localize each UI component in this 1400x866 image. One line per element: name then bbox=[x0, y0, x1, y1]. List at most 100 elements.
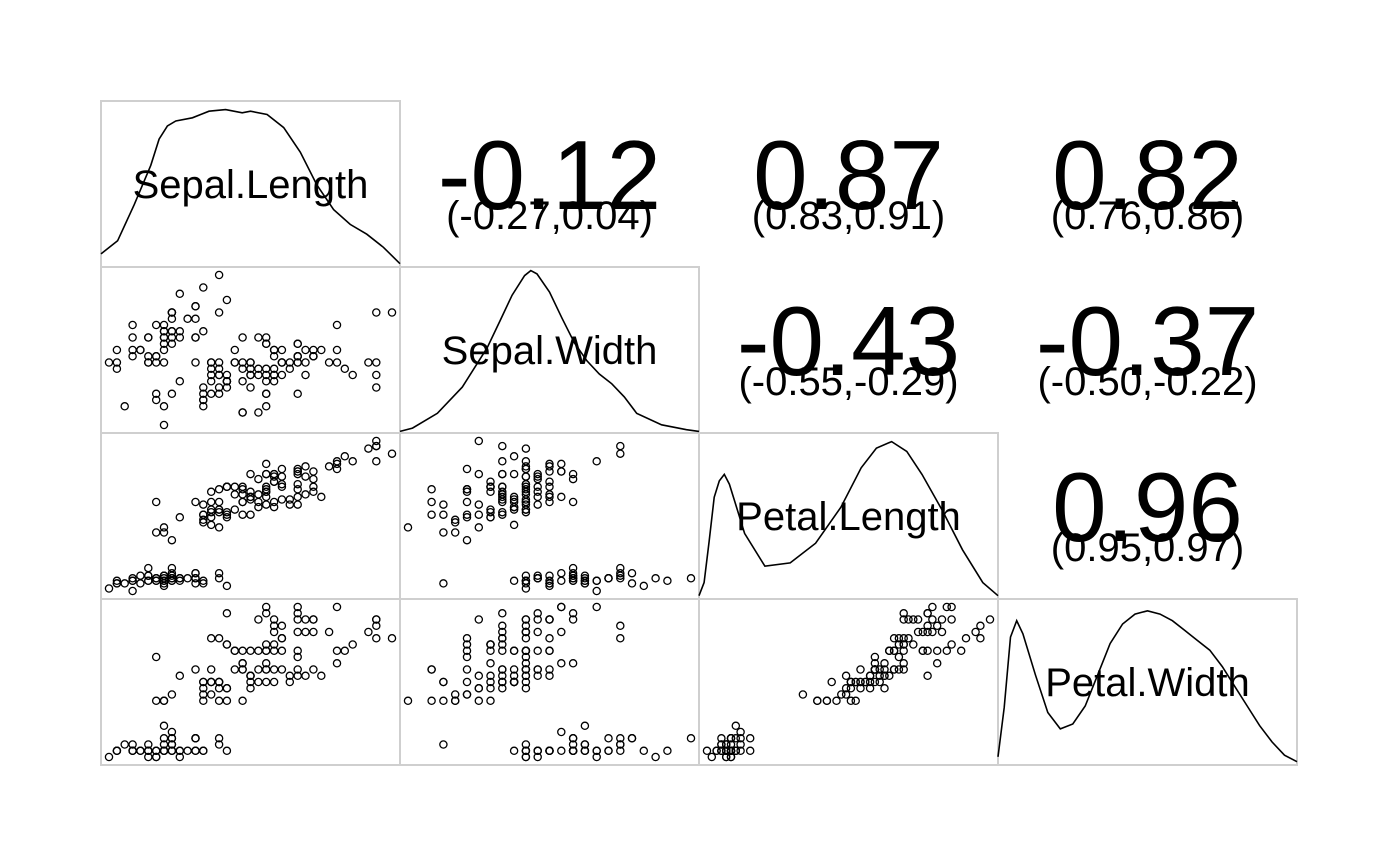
scatter-point bbox=[317, 671, 326, 681]
scatter-point bbox=[928, 627, 937, 637]
scatter-point bbox=[521, 652, 531, 662]
scatter-point bbox=[214, 507, 224, 517]
scatter-point bbox=[545, 497, 554, 507]
scatter-point bbox=[870, 677, 880, 687]
scatter-point bbox=[486, 659, 495, 668]
scatter-point bbox=[521, 627, 531, 637]
scatter-point bbox=[880, 671, 889, 681]
scatter-point bbox=[932, 659, 942, 668]
scatter-point bbox=[717, 734, 726, 743]
scatter-point bbox=[246, 358, 255, 367]
scatter-point bbox=[592, 746, 601, 756]
scatter-point bbox=[112, 345, 122, 355]
correlation-value: 0.82 bbox=[1052, 120, 1243, 230]
scatter-point bbox=[261, 665, 271, 674]
scatter-point bbox=[293, 492, 302, 502]
scatter-point bbox=[309, 482, 318, 492]
scatter-point bbox=[509, 505, 519, 514]
scatter-point bbox=[144, 576, 153, 586]
scatter-point bbox=[545, 646, 554, 656]
scatter-point bbox=[167, 327, 177, 336]
scatter-point bbox=[167, 333, 177, 342]
scatter-point bbox=[159, 746, 169, 756]
scatter-point bbox=[961, 634, 971, 643]
scatter-point bbox=[261, 659, 271, 668]
scatter-point bbox=[889, 665, 899, 674]
scatter-point bbox=[277, 495, 287, 504]
scatter-point bbox=[238, 497, 247, 507]
scatter-point bbox=[462, 690, 472, 699]
scatter-point bbox=[136, 571, 145, 580]
scatter-point bbox=[261, 640, 271, 649]
scatter-point bbox=[317, 345, 326, 355]
scatter-point bbox=[651, 752, 660, 762]
scatter-point bbox=[545, 576, 554, 586]
scatter-point bbox=[293, 602, 302, 612]
scatter-point bbox=[486, 677, 495, 687]
scatter-point bbox=[332, 602, 342, 612]
scatter-point bbox=[293, 665, 302, 674]
scatter-point bbox=[214, 389, 224, 399]
scatter-point bbox=[474, 684, 484, 693]
scatter-point bbox=[439, 579, 448, 588]
scatter-point bbox=[191, 574, 200, 583]
scatter-point bbox=[230, 358, 240, 367]
scatter-point bbox=[568, 734, 578, 743]
scatter-point bbox=[592, 586, 601, 596]
scatter-point bbox=[427, 497, 436, 507]
scatter-point bbox=[151, 696, 161, 706]
density-curve-sepal-width bbox=[399, 269, 700, 433]
scatter-point bbox=[167, 571, 177, 580]
scatter-point bbox=[509, 646, 519, 656]
variable-label-petal-length: Petal.Length bbox=[736, 495, 961, 539]
scatter-point bbox=[439, 740, 448, 749]
scatter-point bbox=[348, 640, 357, 649]
scatter-point bbox=[269, 665, 279, 674]
variable-label-sepal-length: Sepal.Length bbox=[133, 163, 369, 207]
scatter-point bbox=[175, 333, 185, 342]
scatter-point bbox=[663, 576, 672, 586]
correlation-ci: (-0.50,-0.22) bbox=[1037, 360, 1257, 404]
scatter-point bbox=[222, 581, 232, 591]
scatter-point bbox=[214, 568, 224, 578]
scatter-point bbox=[387, 308, 397, 317]
scatter-point bbox=[721, 752, 731, 762]
scatter-point bbox=[332, 459, 342, 469]
scatter-point bbox=[533, 752, 542, 762]
scatter-point bbox=[128, 574, 137, 583]
scatter-point bbox=[580, 571, 590, 580]
scatter-point bbox=[880, 665, 889, 674]
scatter-point bbox=[856, 684, 865, 693]
scatter-point bbox=[616, 734, 625, 743]
scatter-point bbox=[191, 734, 200, 743]
scatter-point bbox=[230, 490, 240, 499]
scatter-point bbox=[923, 627, 932, 637]
scatter-point bbox=[293, 500, 302, 509]
scatter-point bbox=[277, 479, 287, 489]
scatter-point bbox=[159, 571, 169, 580]
scatter-point bbox=[509, 452, 519, 461]
scatter-point bbox=[568, 497, 578, 507]
scatter-point bbox=[545, 579, 554, 588]
scatter-point bbox=[616, 574, 625, 583]
scatter-point bbox=[498, 677, 507, 687]
scatter-point bbox=[120, 740, 129, 749]
scatter-point bbox=[533, 627, 542, 637]
scatter-point bbox=[846, 684, 856, 693]
scatter-point bbox=[222, 609, 232, 618]
scatter-point bbox=[332, 464, 342, 474]
scatter-point bbox=[498, 492, 507, 502]
scatter-point bbox=[199, 684, 208, 693]
scatter-point bbox=[222, 696, 232, 706]
scatter-point bbox=[324, 462, 334, 471]
scatter-point bbox=[159, 581, 169, 591]
scatter-point bbox=[112, 579, 122, 588]
scatter-point bbox=[222, 746, 232, 756]
scatter-point bbox=[557, 576, 566, 586]
scatter-point bbox=[144, 563, 153, 573]
scatter-point bbox=[486, 646, 495, 656]
scatter-point bbox=[717, 740, 726, 749]
correlation-value: -0.12 bbox=[438, 120, 661, 230]
scatter-point bbox=[246, 671, 255, 681]
scatter-point bbox=[348, 370, 357, 380]
